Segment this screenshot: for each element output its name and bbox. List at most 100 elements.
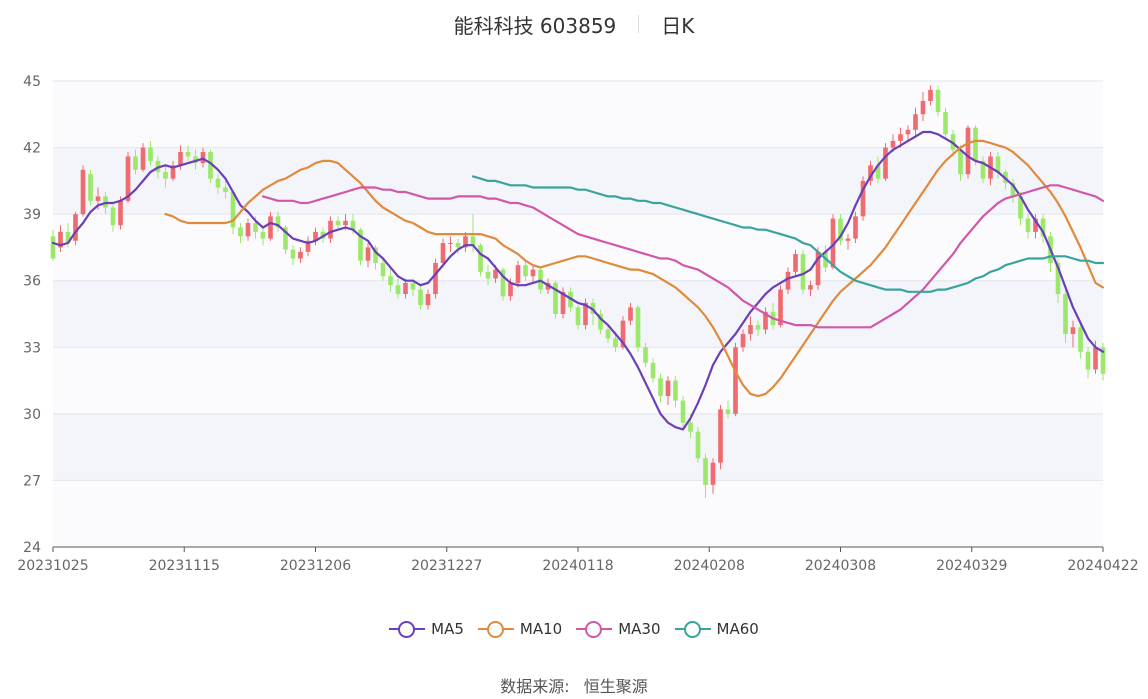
legend-item-ma30[interactable]: MA30 [576, 620, 661, 638]
candle-body [1055, 262, 1061, 295]
legend-item-ma60[interactable]: MA60 [674, 620, 759, 638]
candle-body [275, 216, 281, 228]
candle-body [583, 302, 588, 326]
candle-body [298, 251, 303, 259]
grid-band [53, 214, 1103, 281]
candle-body [335, 220, 341, 226]
candle-body [230, 191, 236, 228]
candle-body [763, 311, 768, 330]
candle-body [830, 218, 836, 268]
x-tick-label: 20240329 [936, 558, 1007, 574]
y-tick-label: 42 [23, 141, 41, 157]
candle-body [50, 236, 56, 259]
legend-item-ma5[interactable]: MA5 [389, 620, 464, 638]
legend-label-ma60: MA60 [716, 620, 759, 638]
candle-body [350, 220, 356, 230]
candle-body [935, 89, 941, 113]
candle-body [1033, 218, 1038, 232]
candle-body [973, 127, 978, 161]
candle-body [290, 249, 296, 259]
x-tick-label: 20240118 [542, 558, 613, 574]
candle-body [508, 282, 513, 297]
candle-body [403, 282, 408, 295]
x-tick-label: 20231227 [411, 558, 482, 574]
data-source: 数据来源: 恒生聚源 [0, 673, 1148, 697]
candle-body [905, 129, 911, 135]
candle-body [268, 216, 273, 239]
candle-body [853, 216, 858, 239]
candle-body [838, 218, 843, 241]
candle-body [58, 231, 63, 248]
grid-band [53, 413, 1103, 481]
candle-body [493, 269, 498, 279]
ma10-legend-icon [477, 621, 514, 638]
candle-body [418, 289, 423, 306]
candle-body [185, 152, 191, 157]
candle-body [755, 325, 761, 330]
candle-body [793, 254, 798, 272]
grid-band [53, 480, 1103, 547]
candle-body [238, 227, 243, 237]
candle-body [860, 180, 866, 217]
candle-body [1100, 347, 1106, 374]
x-tick-label: 20231115 [149, 558, 220, 574]
candle-body [875, 165, 881, 179]
grid-band [53, 347, 1103, 414]
candle-body [388, 276, 393, 286]
candle-body [620, 320, 626, 348]
candle-body [470, 236, 476, 246]
candle-body [575, 307, 581, 326]
candle-body [913, 114, 918, 130]
candle-body [658, 378, 663, 397]
x-tick-label: 20240308 [805, 558, 876, 574]
candle-body [148, 147, 153, 161]
candle-body [523, 265, 528, 277]
candle-body [995, 156, 1001, 172]
candle-body [815, 251, 821, 286]
y-tick-label: 36 [23, 274, 41, 290]
candle-body [1040, 218, 1046, 237]
candle-body [485, 271, 491, 279]
candle-body [710, 462, 716, 485]
candle-body [125, 156, 131, 201]
candle-body [553, 282, 558, 314]
candle-body [943, 112, 948, 135]
candle-body [635, 307, 641, 348]
y-tick-label: 45 [23, 74, 41, 90]
candle-body [845, 238, 851, 241]
candle-body [163, 171, 168, 179]
candle-body [1085, 351, 1091, 370]
candle-body [868, 165, 873, 181]
legend-label-ma5: MA5 [431, 620, 464, 638]
series-line-ma5 [51, 130, 1105, 431]
candle-body [613, 338, 618, 348]
candle-body [628, 307, 633, 321]
candle-body [605, 329, 611, 339]
candle-body [80, 169, 86, 215]
series-line-ma10 [164, 139, 1105, 398]
candle-body [373, 247, 378, 263]
candle-body [223, 187, 228, 192]
candle-body [1018, 196, 1023, 219]
stock-name-code: 能科科技 603859 [453, 13, 617, 38]
candle-body [808, 285, 813, 290]
candle-body [980, 160, 986, 179]
period-label: 日K [661, 13, 695, 38]
candle-body [170, 165, 176, 179]
legend-item-ma10[interactable]: MA10 [477, 620, 562, 638]
candle-body [695, 431, 701, 459]
candle-body [95, 196, 101, 201]
candle-body [140, 147, 146, 170]
candle-body [725, 409, 731, 414]
candle-body [1093, 347, 1098, 370]
candle-body [748, 325, 753, 334]
candle-body [365, 247, 371, 261]
legend: MA5 MA10 MA30 MA60 [0, 620, 1148, 638]
candle-body [215, 178, 221, 188]
x-tick-label: 20240208 [674, 558, 745, 574]
candle-body [650, 362, 656, 379]
y-tick-label: 33 [23, 340, 41, 356]
candle-body [208, 152, 213, 179]
candle-body [433, 262, 438, 295]
series-line-ma60 [471, 175, 1105, 293]
